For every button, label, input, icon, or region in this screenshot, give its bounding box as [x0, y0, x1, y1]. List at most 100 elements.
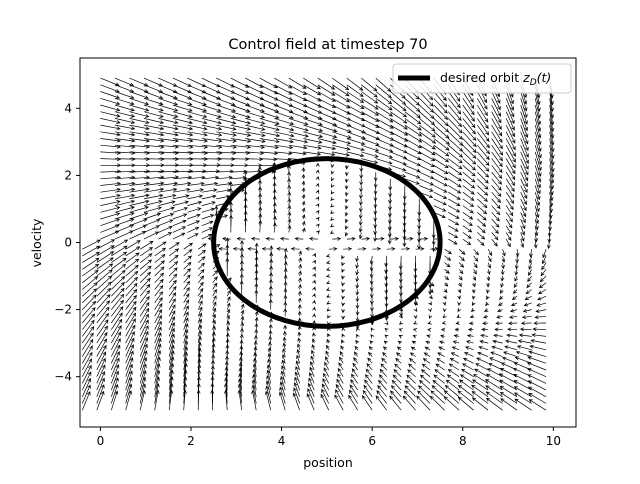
quiver-arrow: [139, 356, 148, 377]
quiver-arrow: [398, 334, 403, 339]
quiver-arrow: [352, 362, 358, 371]
quiver-arrow: [301, 193, 306, 199]
quiver-arrow: [298, 290, 302, 297]
quiver-arrow: [448, 205, 461, 213]
quiver-arrow: [216, 144, 237, 149]
quiver-arrow: [513, 282, 518, 288]
quiver-arrow: [499, 289, 504, 294]
quiver-arrow: [458, 269, 464, 275]
quiver-arrow: [96, 338, 107, 357]
quiver-arrow: [520, 205, 527, 218]
quiver-arrow: [375, 91, 393, 105]
quiver-arrow: [100, 91, 121, 99]
quiver-arrow: [187, 97, 207, 106]
quiver-arrow: [100, 157, 122, 162]
quiver-arrow: [201, 97, 222, 106]
quiver-arrow: [329, 230, 335, 234]
quiver-arrow: [477, 158, 490, 172]
quiver-arrow: [230, 175, 247, 180]
quiver-arrow: [283, 330, 287, 337]
quiver-arrow: [297, 304, 302, 310]
quiver-arrow: [462, 131, 477, 148]
legend-orbit-label: desired orbit zD(t): [440, 70, 551, 88]
quiver-arrow: [143, 187, 165, 193]
quiver-arrow: [82, 263, 100, 277]
quiver-arrow: [361, 111, 380, 122]
quiver-arrow: [312, 273, 316, 278]
quiver-arrow: [520, 198, 527, 212]
quiver-arrow: [431, 385, 445, 398]
quiver-arrow: [387, 232, 392, 245]
quiver-arrow: [528, 392, 547, 404]
quiver-arrow: [361, 104, 380, 116]
quiver-arrow: [344, 205, 349, 210]
quiver-arrow: [216, 131, 237, 137]
quiver-arrow: [201, 138, 223, 143]
quiver-arrow: [534, 178, 541, 195]
quiver-arrow: [520, 151, 529, 170]
quiver-arrow: [140, 240, 154, 250]
quiver-arrow: [534, 91, 541, 112]
quiver-arrow: [311, 338, 316, 344]
quiver-arrow: [114, 157, 136, 162]
quiver-arrow: [540, 269, 547, 277]
quiver-arrow: [441, 320, 447, 325]
quiver-arrow: [453, 334, 460, 338]
quiver-arrow: [513, 386, 532, 398]
quiver-arrow: [168, 273, 178, 284]
quiver-arrow: [230, 169, 248, 174]
quiver-arrow: [326, 332, 331, 338]
quiver-arrow: [390, 158, 407, 166]
quiver-arrow: [183, 286, 190, 297]
quiver-arrow: [143, 124, 165, 131]
quiver-arrow: [258, 199, 263, 213]
quiver-arrow: [110, 338, 121, 357]
quiver-arrow: [111, 263, 127, 277]
quiver-arrow: [375, 138, 394, 147]
quiver-arrow: [110, 383, 119, 404]
quiver-arrow: [462, 111, 476, 129]
quiver-arrow: [114, 111, 136, 118]
quiver-arrow: [491, 205, 501, 216]
quiver-arrow: [330, 203, 335, 208]
quiver-arrow: [111, 281, 125, 297]
quiver-arrow: [361, 98, 379, 110]
quiver-arrow: [480, 333, 489, 338]
quiver-arrow: [472, 275, 477, 282]
quiver-arrow: [542, 255, 547, 265]
quiver-arrow: [315, 216, 320, 221]
quiver-arrow: [172, 97, 193, 106]
quiver-arrow: [484, 308, 489, 312]
quiver-arrow: [512, 289, 518, 294]
quiver-arrow: [535, 309, 547, 313]
quiver-arrow: [154, 332, 162, 350]
quiver-arrow: [526, 282, 532, 289]
quiver-arrow: [315, 176, 320, 181]
quiver-arrow: [491, 185, 502, 197]
quiver-arrow: [282, 336, 287, 344]
quiver-arrow: [448, 151, 463, 164]
quiver-arrow: [96, 325, 108, 344]
quiver-arrow: [462, 165, 476, 177]
quiver-arrow: [375, 395, 387, 411]
quiver-arrow: [287, 198, 292, 206]
quiver-arrow: [477, 111, 489, 130]
quiver-arrow: [361, 91, 379, 104]
x-tick-label: 4: [278, 434, 286, 448]
quiver-arrow: [321, 383, 330, 397]
quiver-arrow: [361, 84, 378, 98]
quiver-arrow: [404, 118, 422, 131]
quiver-arrow: [444, 269, 450, 274]
quiver-arrow: [269, 245, 274, 256]
quiver-arrow: [520, 212, 526, 224]
quiver-arrow: [520, 218, 526, 230]
quiver-arrow: [114, 138, 136, 143]
quiver-arrow: [455, 321, 460, 325]
quiver-arrow: [458, 275, 463, 281]
quiver-arrow: [505, 151, 516, 169]
quiver-arrow: [404, 138, 422, 149]
quiver-arrow: [281, 353, 286, 364]
quiver-arrow: [448, 218, 460, 226]
quiver-arrow: [114, 124, 136, 131]
quiver-arrow: [154, 272, 165, 284]
